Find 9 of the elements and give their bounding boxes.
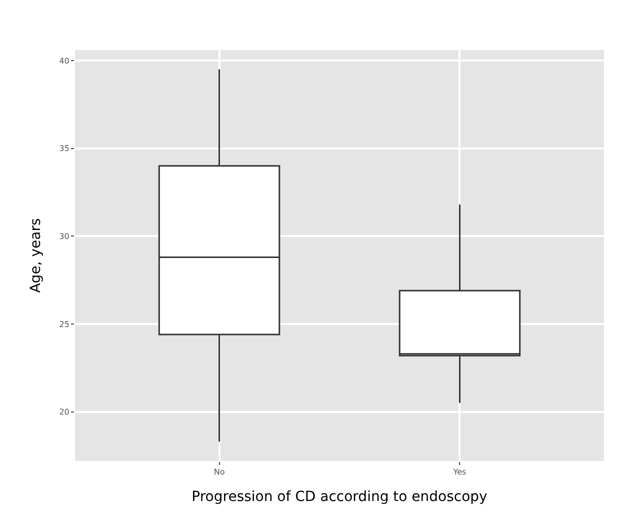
- y-axis-title: Age, years: [28, 218, 44, 293]
- x-axis-title: Progression of CD according to endoscopy: [192, 488, 488, 505]
- y-tick-label: 35: [59, 144, 70, 154]
- y-tick-label: 30: [59, 232, 70, 241]
- y-tick-label: 25: [59, 320, 70, 329]
- y-tick-label: 40: [59, 56, 70, 66]
- x-tick-label: No: [214, 468, 225, 477]
- x-tick-label: Yes: [452, 468, 466, 477]
- y-tick-label: 20: [59, 408, 70, 417]
